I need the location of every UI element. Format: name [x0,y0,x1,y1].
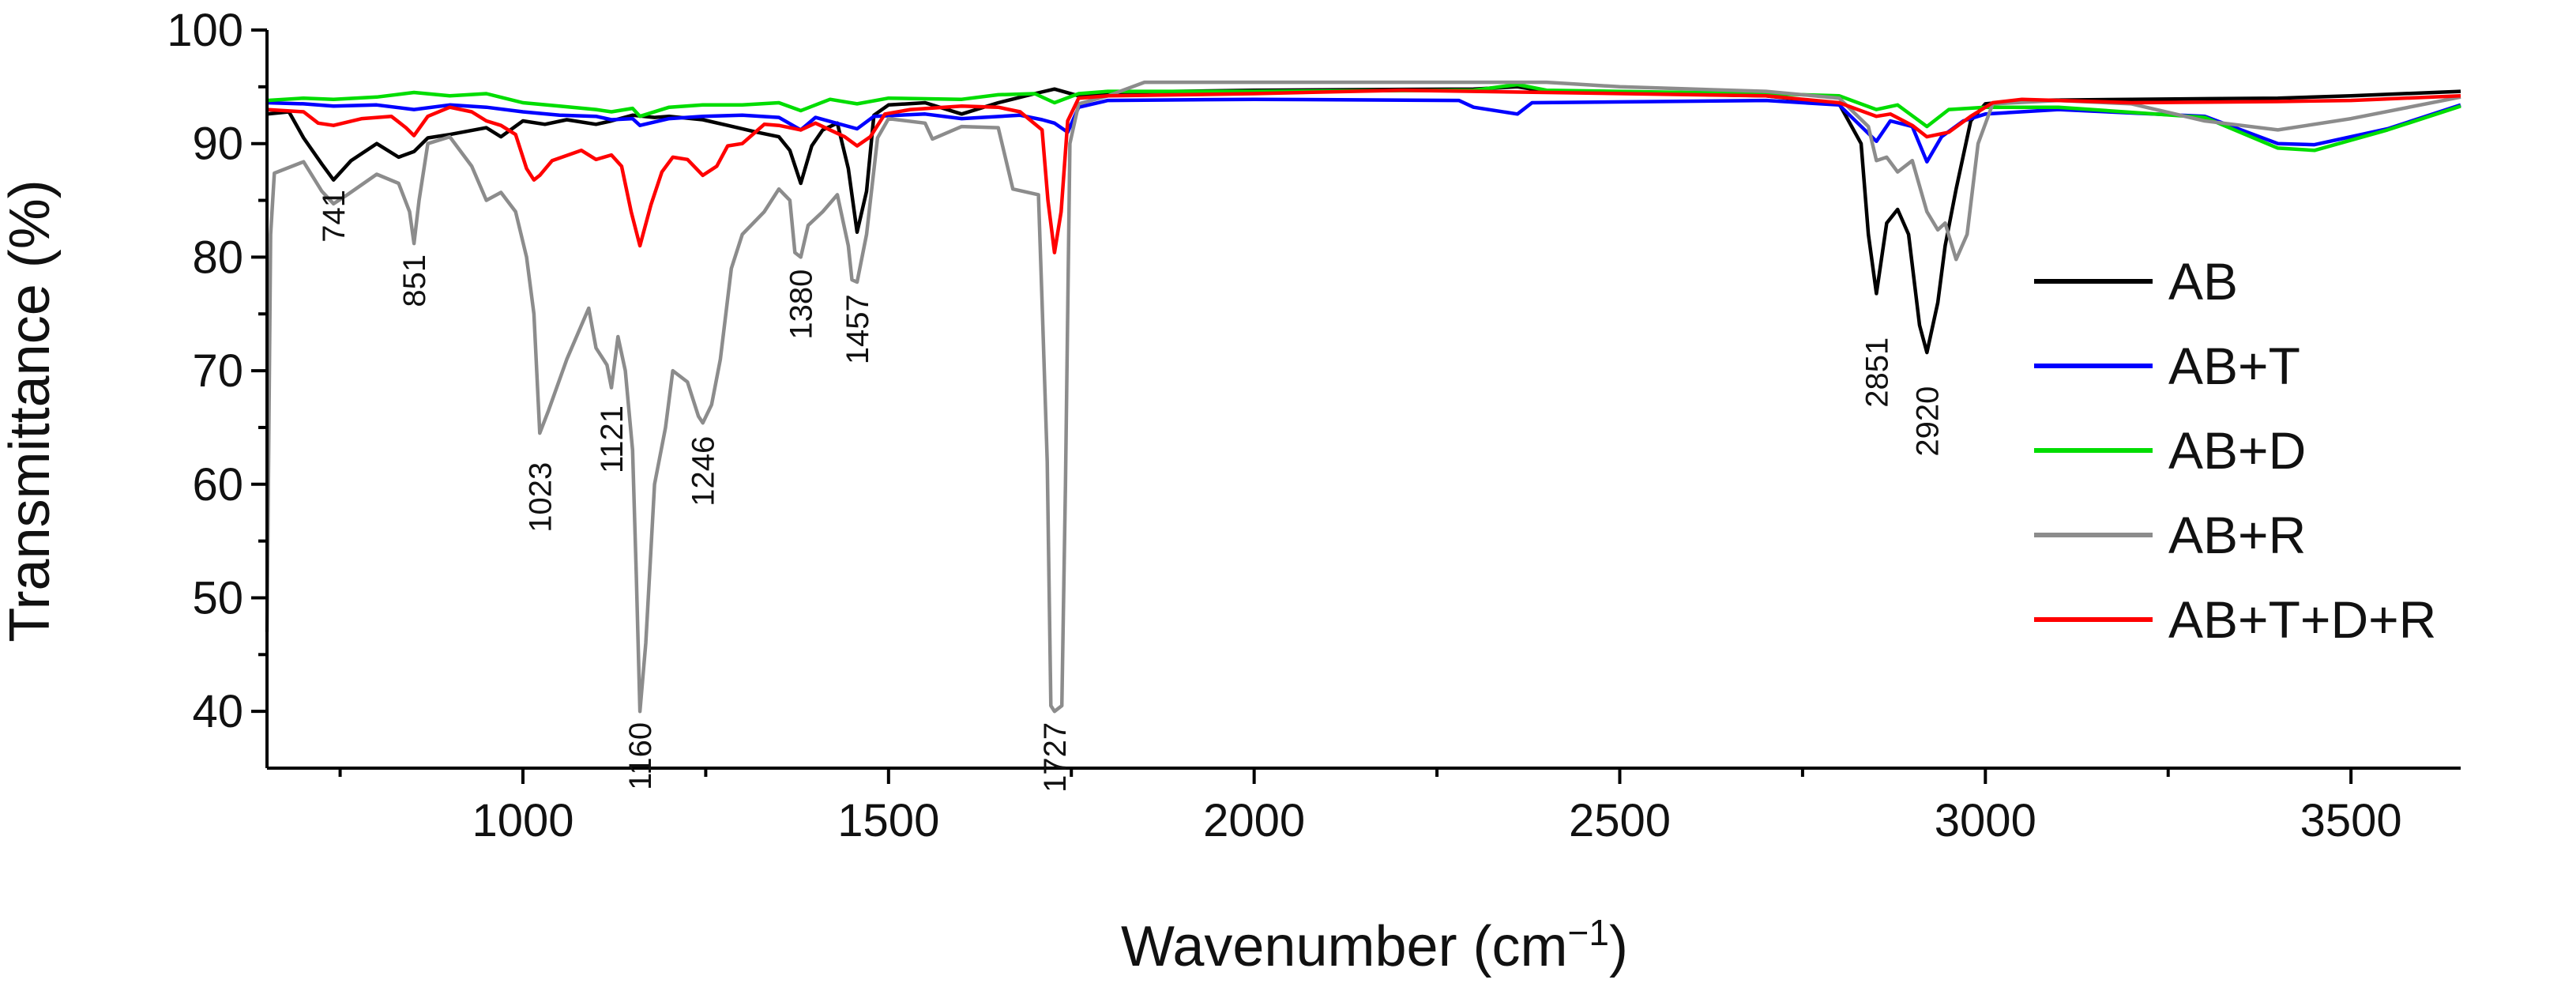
legend-label-0: AB [2168,252,2238,311]
x-tick-label: 1500 [837,795,939,846]
legend-label-3: AB+R [2168,506,2306,564]
legend-label-4: AB+T+D+R [2168,590,2436,649]
x-axis-title-main: Wavenumber (cm [1121,915,1567,978]
legend-label-1: AB+T [2168,337,2300,395]
x-tick-label: 2000 [1203,795,1305,846]
peak-label: 1023 [523,462,558,533]
y-tick-label: 90 [192,119,243,170]
y-tick-label: 70 [192,345,243,397]
series-layer [265,80,2461,714]
x-axis-title-superscript: −1 [1568,912,1609,953]
axis-layer: 1000 1500 2000 2500 3000 3500 40 50 60 70 80 90 100 [167,5,2461,846]
peak-label: 851 [397,254,432,307]
peak-label: 741 [317,190,352,243]
peak-label: 2920 [1910,386,1945,457]
series-line-2 [266,82,2461,153]
y-tick-label: 100 [167,5,243,56]
peak-label: 1121 [595,405,630,473]
x-axis-title-close: ) [1609,915,1628,978]
x-tick-label: 1000 [472,795,573,846]
x-axis-title: Wavenumber (cm−1) [1121,912,1628,978]
peak-label: 1457 [840,294,875,364]
series-line-0 [266,85,2461,355]
x-tick-label: 2500 [1569,795,1671,846]
series-line-4 [266,88,2461,254]
y-tick-label: 40 [192,686,243,737]
legend-label-2: AB+D [2168,421,2306,480]
peak-label: 1727 [1038,722,1073,793]
x-tick-label: 3000 [1935,795,2036,846]
peak-label: 1160 [623,722,658,790]
peak-label: 1380 [784,269,819,340]
legend: AB AB+T AB+D AB+R AB+T+D+R [2034,252,2436,649]
x-tick-label: 3500 [2300,795,2402,846]
peak-label: 1246 [686,436,721,507]
y-tick-label: 60 [192,459,243,511]
y-tick-label: 50 [192,572,243,624]
y-tick-label: 80 [192,232,243,283]
peak-label: 2851 [1860,337,1894,408]
series-line-1 [266,97,2461,164]
series-line-3 [265,80,2461,714]
annotation-layer: 741 851 1023 1121 1160 1246 1380 1457 1727 2851 29… [317,190,1945,793]
y-axis-title: Transmittance (%) [0,179,62,642]
